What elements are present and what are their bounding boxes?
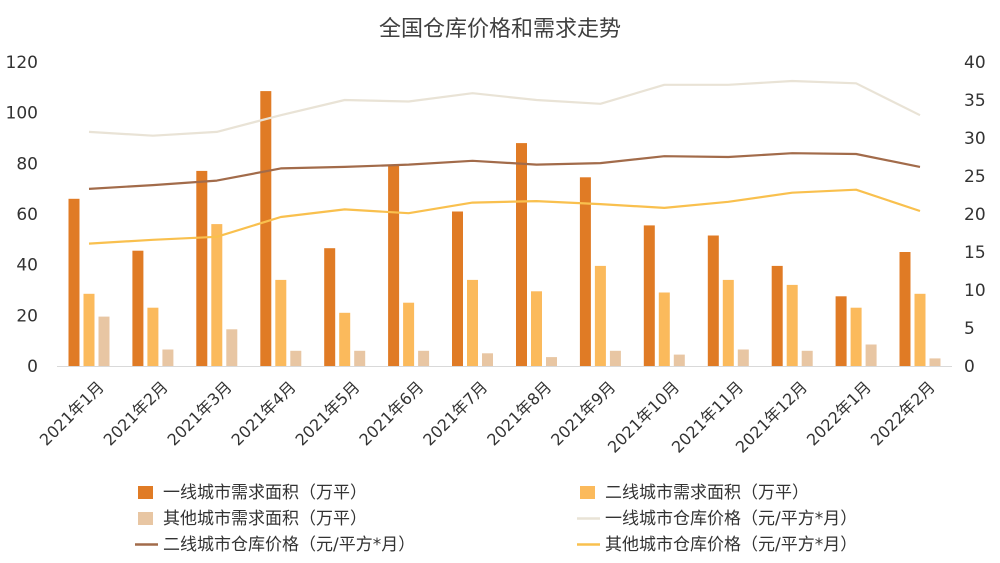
x-tick-13: 2022年2月	[867, 377, 939, 449]
x-tick-3: 2021年4月	[228, 377, 300, 449]
bar-s1-0	[83, 293, 95, 366]
bar-s1-9	[658, 292, 670, 366]
x-tick-7: 2021年8月	[483, 377, 555, 449]
bar-s2-13	[929, 358, 941, 366]
x-tick-2: 2021年3月	[164, 377, 236, 449]
bar-s0-9	[643, 225, 655, 366]
bar-s0-10	[707, 235, 719, 366]
y-left-tick-6: 120	[6, 53, 38, 73]
bar-s0-1	[132, 250, 144, 366]
bar-s2-3	[290, 350, 302, 366]
bar-s2-2	[226, 329, 238, 366]
legend: 一线城市需求面积（万平） 二线城市需求面积（万平） 其他城市需求面积（万平） 一线城市…	[135, 483, 857, 555]
bar-s0-11	[771, 265, 783, 366]
bar-s0-13	[899, 252, 911, 366]
y-right-tick-3: 15	[964, 243, 986, 263]
y-right-tick-1: 5	[964, 319, 975, 339]
line-s4	[88, 152, 921, 190]
bar-s0-8	[579, 177, 591, 366]
y-right-tick-6: 30	[964, 129, 986, 149]
lines	[88, 79, 921, 245]
y-right-tick-8: 40	[964, 53, 986, 73]
bar-s1-11	[786, 284, 798, 366]
bar-s1-8	[594, 265, 606, 366]
y-right-tick-0: 0	[964, 357, 975, 377]
bar-s1-12	[850, 307, 862, 366]
y-right-tick-4: 20	[964, 205, 986, 225]
y-right-tick-5: 25	[964, 167, 986, 187]
bar-s2-4	[354, 350, 366, 366]
bar-s1-13	[914, 293, 926, 366]
bar-s2-0	[98, 316, 110, 366]
bar-s2-1	[162, 349, 174, 366]
legend-symbol-0	[138, 486, 153, 499]
bar-s1-4	[339, 312, 351, 366]
legend-label-5: 其他城市仓库价格（元/平方*月）	[605, 535, 857, 555]
bar-s0-12	[835, 296, 847, 366]
legend-label-1: 二线城市需求面积（万平）	[605, 483, 809, 503]
y-right-tick-2: 10	[964, 281, 986, 301]
bar-s2-9	[673, 354, 685, 366]
bar-s2-7	[546, 357, 557, 366]
bar-s2-11	[801, 350, 813, 366]
legend-label-2: 其他城市需求面积（万平）	[163, 509, 367, 529]
legend-label-4: 二线城市仓库价格（元/平方*月）	[163, 535, 415, 555]
bar-s0-7	[516, 143, 527, 366]
bar-s0-5	[388, 165, 400, 366]
x-tick-4: 2021年5月	[291, 377, 363, 449]
bar-s0-6	[452, 211, 463, 366]
x-tick-5: 2021年6月	[355, 377, 427, 449]
bar-s2-12	[865, 344, 877, 366]
y-right-tick-7: 35	[964, 91, 986, 111]
line-s5	[88, 188, 921, 245]
bar-s1-1	[147, 307, 159, 366]
bar-s0-3	[260, 91, 272, 366]
x-tick-6: 2021年7月	[419, 377, 491, 449]
legend-symbol-2	[138, 512, 153, 525]
y-left-tick-4: 80	[16, 154, 38, 174]
bar-s2-10	[737, 349, 749, 366]
y-left-tick-2: 40	[16, 256, 38, 276]
bar-s2-8	[609, 350, 621, 366]
y-left-tick-1: 20	[16, 306, 38, 326]
axes: 02040608010012005101520253035402021年1月20…	[6, 53, 986, 457]
chart-title: 全国仓库价格和需求走势	[379, 17, 621, 42]
bar-s1-3	[275, 279, 287, 366]
bar-s2-6	[482, 353, 493, 366]
y-left-tick-5: 100	[6, 104, 38, 124]
bar-s0-2	[196, 170, 208, 366]
x-tick-12: 2022年1月	[803, 377, 875, 449]
y-left-tick-3: 60	[16, 205, 38, 225]
bar-s1-10	[722, 279, 734, 366]
bar-s2-5	[418, 350, 430, 366]
bar-s0-4	[324, 248, 336, 366]
x-tick-1: 2021年2月	[100, 377, 172, 449]
legend-label-3: 一线城市仓库价格（元/平方*月）	[605, 509, 857, 529]
bar-s1-5	[403, 302, 415, 366]
bar-s0-0	[68, 198, 80, 366]
bars	[68, 91, 941, 366]
bar-s1-2	[211, 224, 223, 366]
x-tick-0: 2021年1月	[36, 377, 108, 449]
bar-s1-7	[531, 291, 542, 366]
legend-symbol-1	[580, 486, 595, 499]
legend-label-0: 一线城市需求面积（万平）	[163, 483, 367, 503]
line-s3	[88, 79, 921, 137]
bar-s1-6	[467, 279, 478, 366]
y-left-tick-0: 0	[27, 357, 38, 377]
